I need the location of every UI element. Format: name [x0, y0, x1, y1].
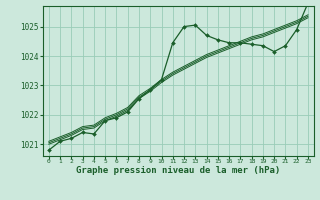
X-axis label: Graphe pression niveau de la mer (hPa): Graphe pression niveau de la mer (hPa)	[76, 166, 281, 175]
